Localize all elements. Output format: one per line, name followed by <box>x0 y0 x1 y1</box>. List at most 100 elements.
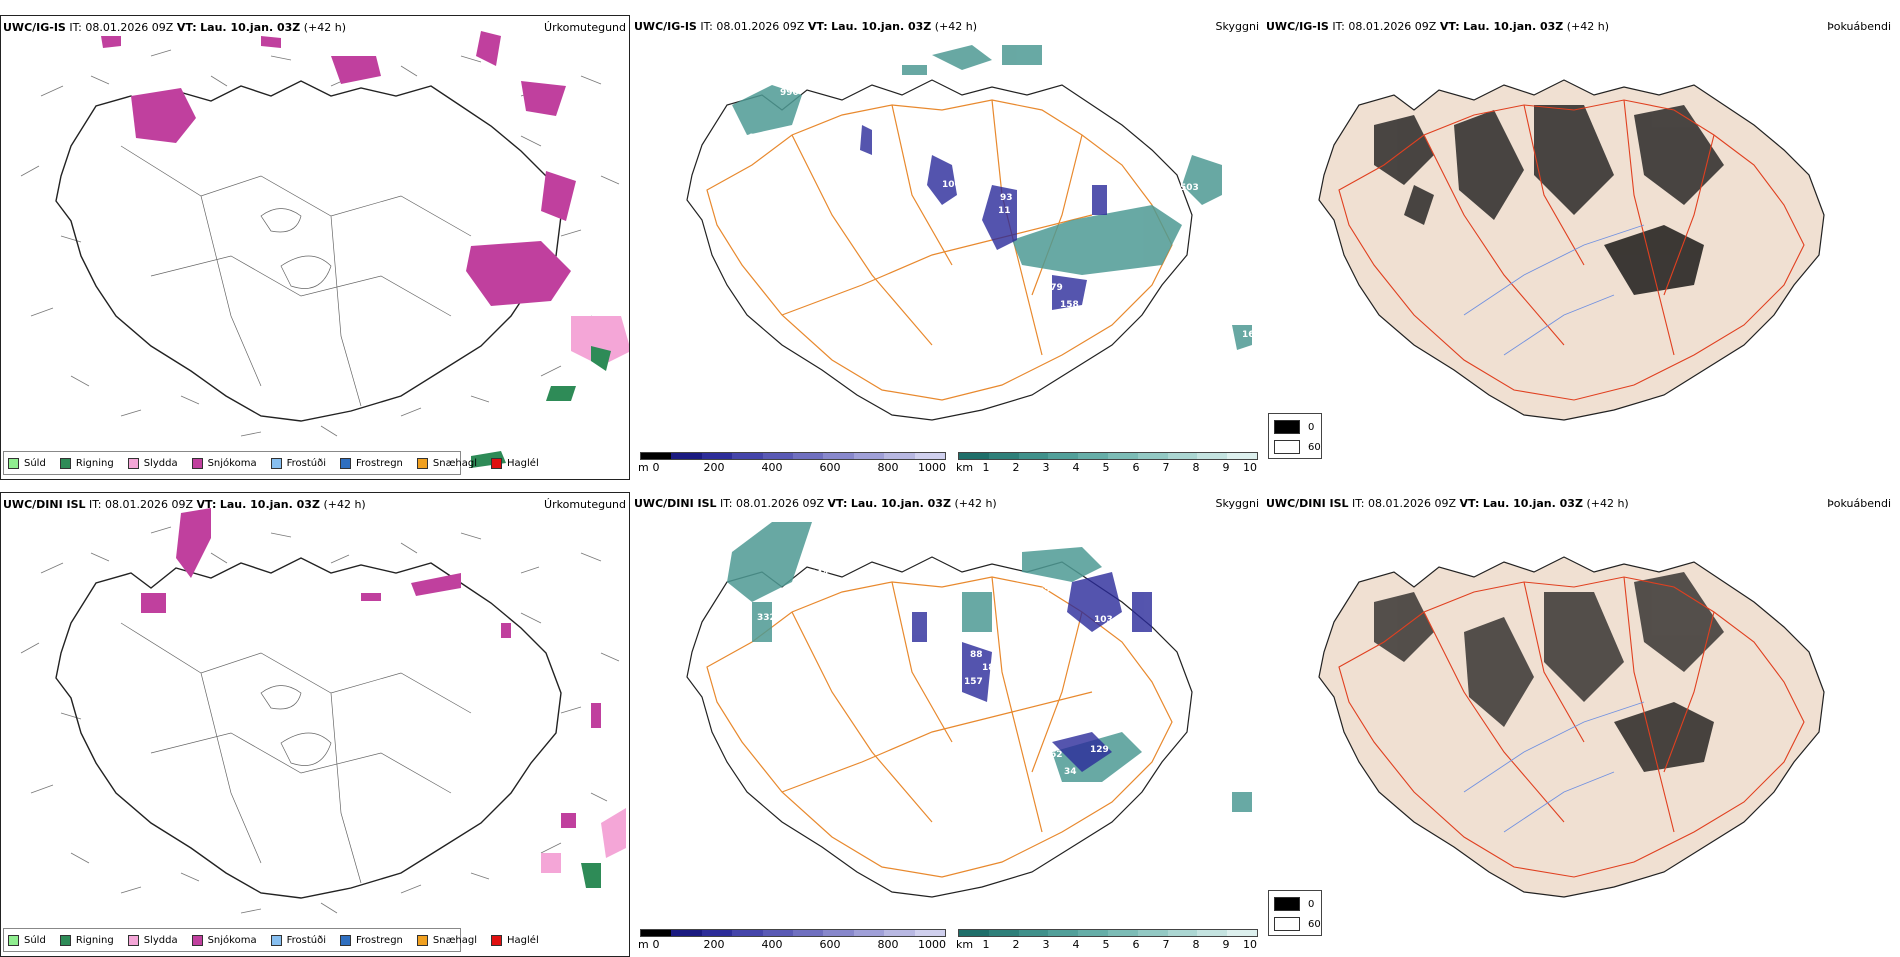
colorbar-unit: km <box>956 461 974 474</box>
low-visibility-areas <box>727 522 1252 812</box>
fog-legend-item: 60 <box>1274 440 1321 454</box>
fog-index-legend: 0 60 <box>1268 413 1322 459</box>
panel-type-label: Úrkomutegund <box>544 21 626 34</box>
legend-item: Slydda <box>127 934 178 946</box>
visibility-colorbar: km 1 2 3 4 5 6 7 8 9 10 <box>956 929 1258 957</box>
vis-label: 157 <box>964 677 983 687</box>
legend-item: Súld <box>8 457 46 469</box>
colorbar-tick: 1000 <box>918 461 946 474</box>
colorbar-tick: 2 <box>1012 461 1020 474</box>
colorbar-tick: 9 <box>1222 461 1230 474</box>
fog-index-map-dini: UWC/DINI ISL IT: 08.01.2026 09Z VT: Lau.… <box>1264 492 1894 957</box>
vis-label: 503 <box>1180 183 1199 193</box>
legend-swatch <box>491 934 503 946</box>
panel-title: UWC/IG-IS IT: 08.01.2026 09Z VT: Lau. 10… <box>3 21 347 34</box>
vis-label: 511 <box>1230 143 1249 153</box>
visibility-map-ig: 994 990 511 503 44 179 158 71 75 16 100 … <box>632 15 1262 480</box>
fog-shading <box>1374 572 1724 772</box>
legend-item: Snæhagl <box>416 934 477 946</box>
colorbar-tick: 10 <box>1243 461 1257 474</box>
cloud-base-scale <box>640 929 946 937</box>
fog-index-legend: 0 60 <box>1268 890 1322 936</box>
panel-type-label: Þokuábendi <box>1827 20 1891 33</box>
visibility-value-labels: 994 990 511 503 44 179 158 71 75 16 100 … <box>742 49 1255 340</box>
vis-label: 179 <box>1044 283 1063 293</box>
roads-and-contours <box>120 145 472 407</box>
iceland-coastline <box>686 556 1193 898</box>
vis-label: 95 <box>1132 633 1145 643</box>
vis-label: 44 <box>1164 204 1177 214</box>
legend-swatch <box>270 934 282 946</box>
vis-label: 75 <box>1177 273 1190 283</box>
precip-type-legend: Súld Rigning Slydda Snjókoma Frostúði Fr… <box>3 928 539 952</box>
wind-barbs <box>20 526 620 914</box>
snow-areas <box>101 31 576 306</box>
precip-type-map-ig: UWC/IG-IS IT: 08.01.2026 09Z VT: Lau. 10… <box>0 15 630 480</box>
vis-label: 994 <box>1094 49 1113 59</box>
rivers <box>1463 701 1645 833</box>
colorbar-tick: 8 <box>1192 461 1200 474</box>
precip-type-legend: Súld Rigning Slydda Snjókoma Frostúði Fr… <box>3 451 539 475</box>
legend-item: Haglél <box>491 457 539 469</box>
colorbar-tick: 600 <box>819 938 841 951</box>
legend-swatch <box>127 934 139 946</box>
vis-label: 62 <box>1050 750 1063 760</box>
colorbar-tick: 7 <box>1162 938 1170 951</box>
visibility-scale <box>958 452 1258 460</box>
legend-swatch <box>416 934 428 946</box>
precip-map-canvas <box>20 508 626 914</box>
legend-item: Snjókoma <box>191 934 257 946</box>
legend-item: Snjókoma <box>191 457 257 469</box>
cloud-base-colorbar: m 0 200 400 600 800 1000 <box>638 452 946 480</box>
vis-label: 10 <box>742 133 755 143</box>
roads-and-contours <box>120 622 472 884</box>
legend-item: Frostúði <box>270 934 326 946</box>
snow-areas <box>141 508 601 828</box>
legend-swatch <box>491 457 503 469</box>
panel-type-label: Skyggni <box>1215 20 1259 33</box>
colorbar-tick: 200 <box>703 461 725 474</box>
colorbar-tick: 3 <box>1042 938 1050 951</box>
precip-map-canvas <box>20 31 629 468</box>
visibility-map-canvas: 994 990 511 503 44 179 158 71 75 16 100 … <box>686 45 1255 421</box>
colorbar-tick: 400 <box>761 938 783 951</box>
fog-legend-item: 60 <box>1274 917 1321 931</box>
road-network <box>706 576 1173 878</box>
colorbar-tick: 800 <box>877 461 899 474</box>
colorbar-tick: 4 <box>1072 938 1080 951</box>
vis-label: 951 <box>814 551 833 561</box>
panel-type-label: Þokuábendi <box>1827 497 1891 510</box>
colorbar-tick: 9 <box>1222 938 1230 951</box>
cloud-base-areas <box>860 125 1107 310</box>
colorbar-tick: 600 <box>819 461 841 474</box>
panel-title: UWC/DINI ISL IT: 08.01.2026 09Z VT: Lau.… <box>3 498 366 511</box>
iceland-coastline <box>686 79 1193 421</box>
legend-swatch <box>340 934 351 946</box>
colorbar-unit: km <box>956 938 974 951</box>
legend-item: Slydda <box>127 457 178 469</box>
legend-item: Súld <box>8 934 46 946</box>
legend-item: Rigning <box>59 457 114 469</box>
legend-swatch <box>270 457 282 469</box>
colorbar-tick: 3 <box>1042 461 1050 474</box>
vis-label: 81 <box>1152 178 1165 188</box>
legend-item: Frostregn <box>340 457 403 469</box>
visibility-colorbar: km 1 2 3 4 5 6 7 8 9 10 <box>956 452 1258 480</box>
vis-label: 103 <box>1094 615 1113 625</box>
colorbar-tick: 8 <box>1192 938 1200 951</box>
panel-title: UWC/DINI ISL IT: 08.01.2026 09Z VT: Lau.… <box>1266 497 1629 510</box>
legend-item: Frostúði <box>270 457 326 469</box>
rivers <box>1463 224 1645 356</box>
vis-label: 129 <box>1090 745 1109 755</box>
cloud-base-colorbar: m 0 200 400 600 800 1000 <box>638 929 946 957</box>
panel-type-label: Úrkomutegund <box>544 498 626 511</box>
vis-label: 93 <box>1000 193 1013 203</box>
legend-item: Frostregn <box>340 934 403 946</box>
vis-label: 52 <box>1038 587 1051 597</box>
colorbar-tick: 0 <box>652 461 660 474</box>
vis-label: 71 <box>1092 293 1105 303</box>
fog-index-map-ig: UWC/IG-IS IT: 08.01.2026 09Z VT: Lau. 10… <box>1264 15 1894 480</box>
colorbar-tick: 800 <box>877 938 899 951</box>
sleet-and-rain-areas <box>471 316 629 468</box>
colorbar-tick: 4 <box>1072 461 1080 474</box>
